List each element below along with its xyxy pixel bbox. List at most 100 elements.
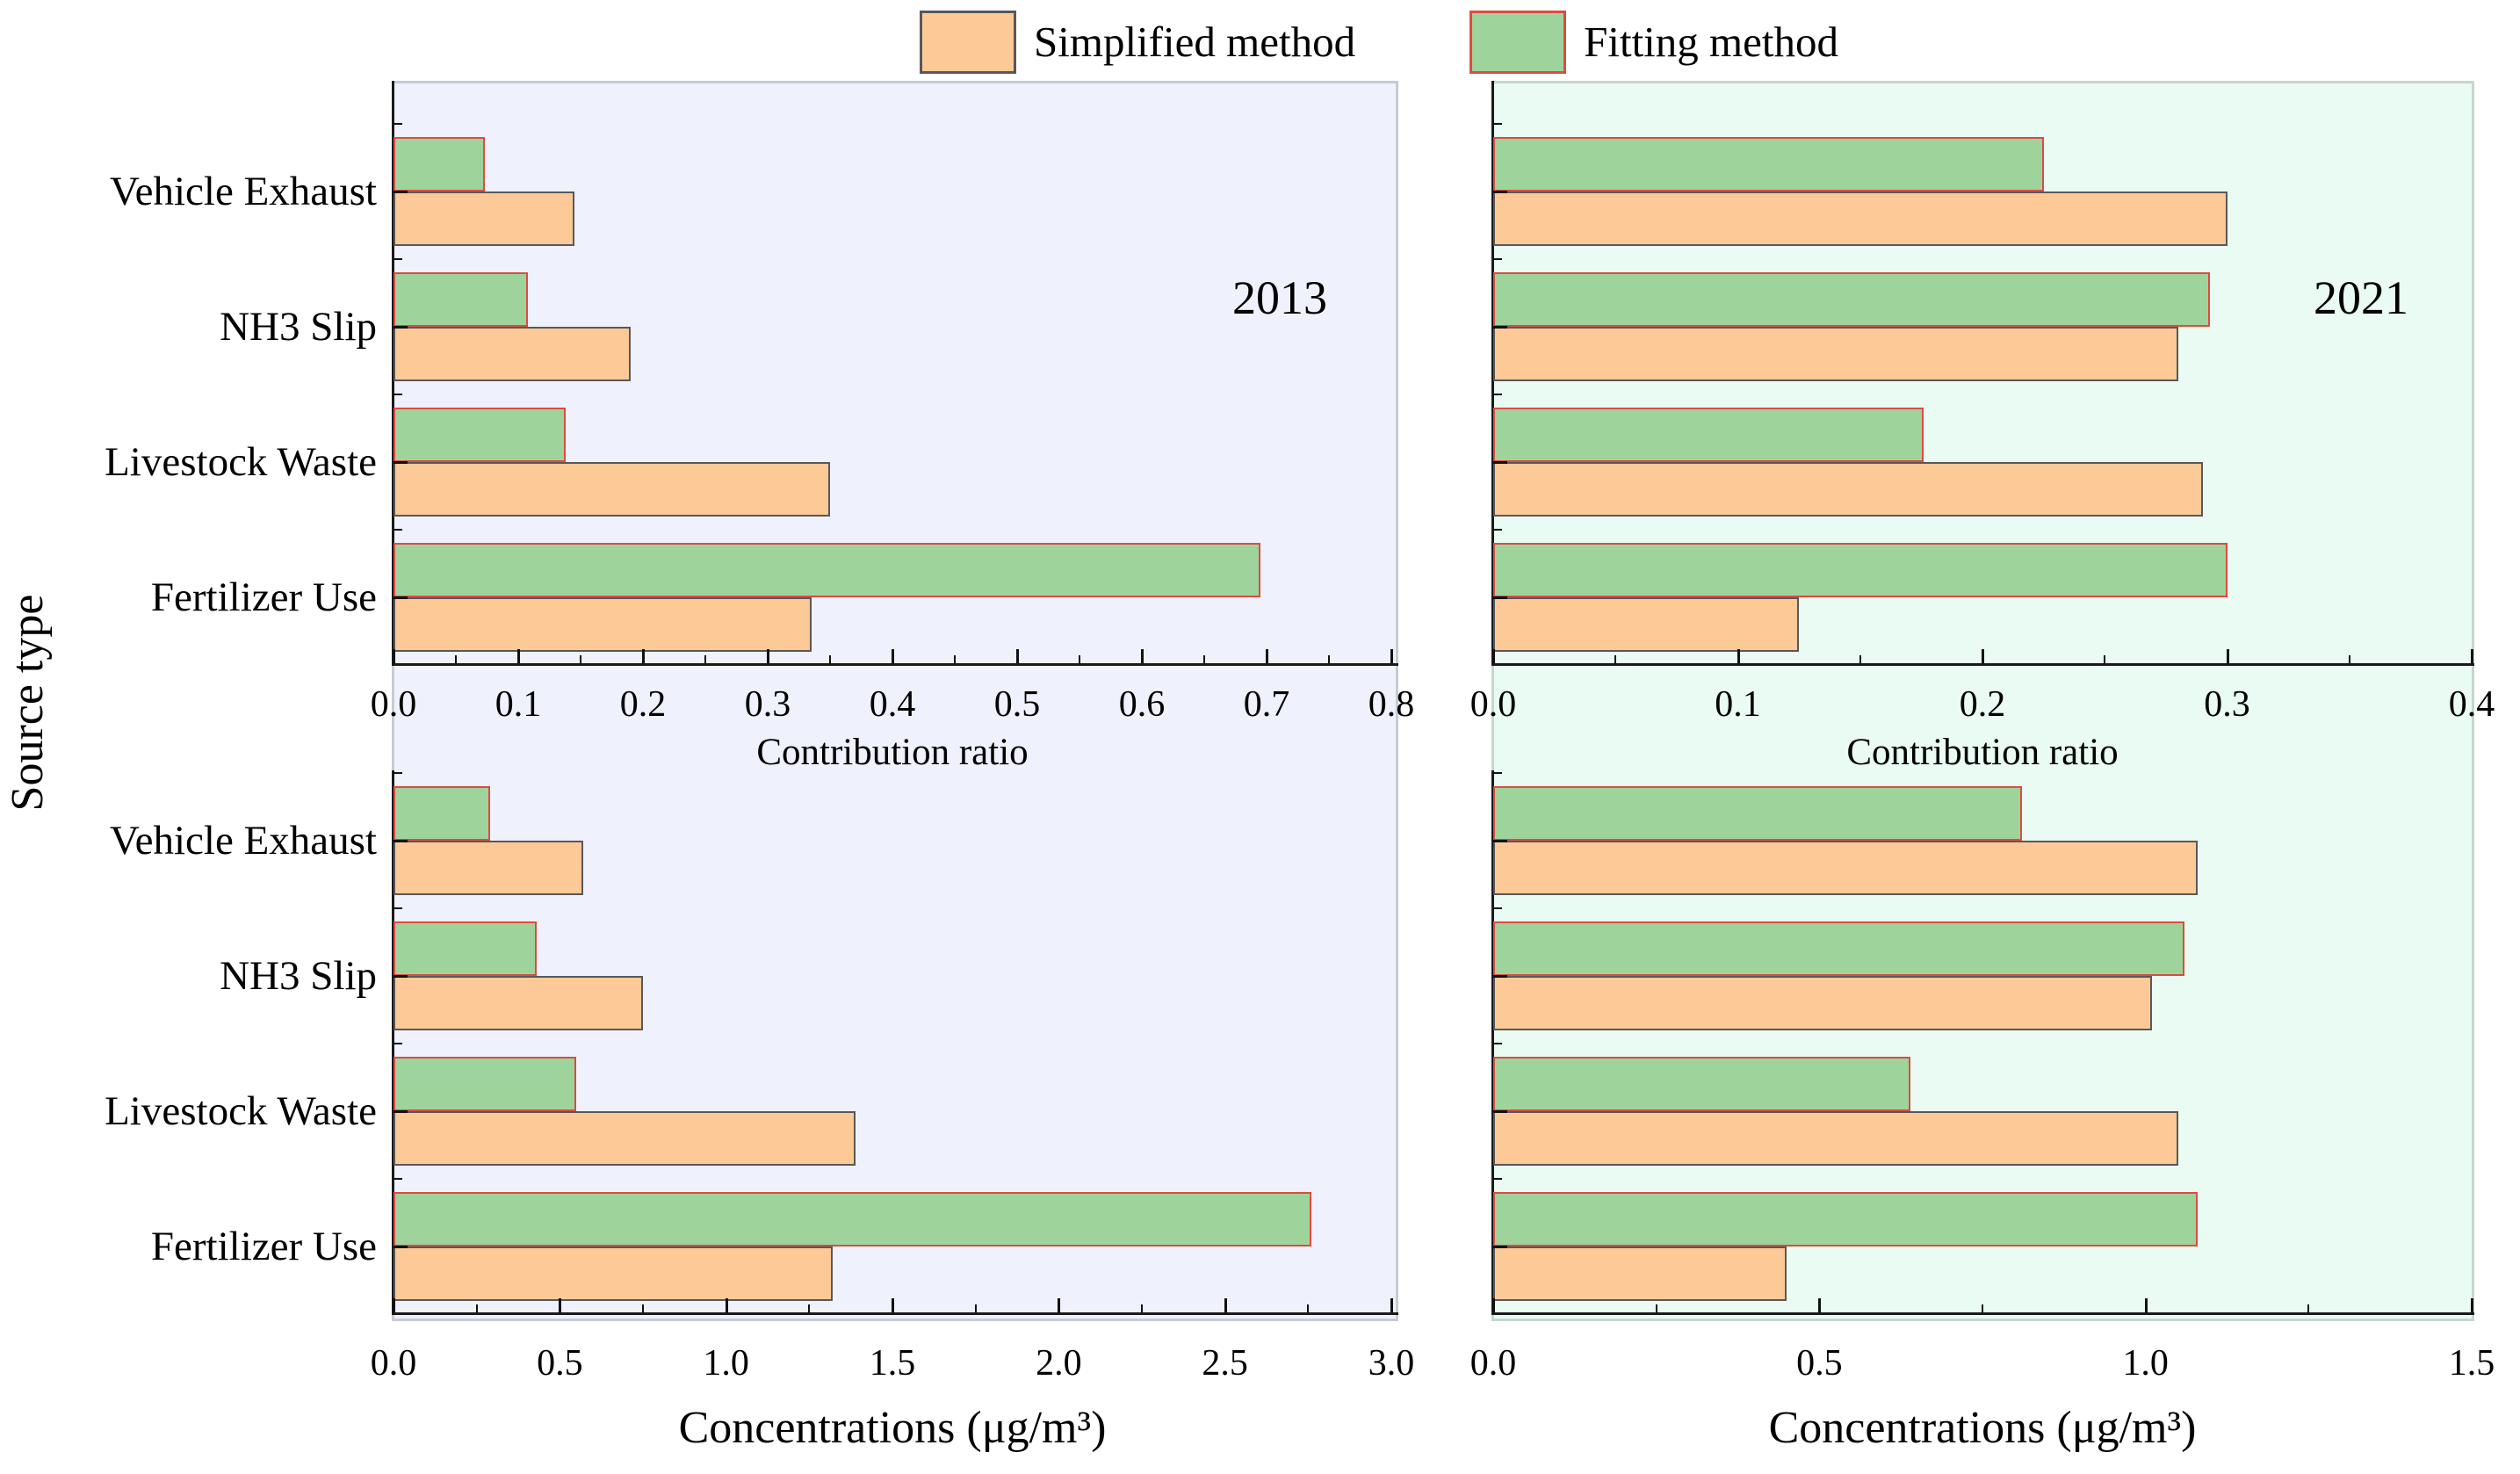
x-axis-line	[392, 663, 1398, 666]
bar-simplified-method-livestock-waste	[394, 1111, 856, 1166]
x-minor-tick	[580, 655, 581, 663]
x-axis-line	[1491, 1312, 2474, 1315]
x-tick-label: 0.1	[495, 684, 542, 725]
x-tick-label: 1.0	[2122, 1343, 2169, 1384]
x-tick-label: 0.3	[744, 684, 791, 725]
x-major-tick	[2471, 649, 2473, 663]
x-minor-tick	[704, 655, 706, 663]
y-minor-tick	[1493, 1043, 1502, 1044]
bar-fitting-method-vehicle-exhaust	[394, 137, 485, 191]
x-tick-label: 0.5	[537, 1343, 583, 1384]
x-major-tick	[1224, 1298, 1227, 1312]
x-major-tick	[2226, 649, 2229, 663]
x-tick-label: 0.4	[869, 684, 916, 725]
year-label-2021: 2021	[2314, 271, 2408, 324]
y-minor-tick	[1493, 394, 1502, 395]
y-minor-tick	[394, 123, 402, 125]
bar-fitting-method-livestock-waste	[1493, 408, 1924, 462]
y-axis-line	[392, 81, 394, 666]
bar-fitting-method-vehicle-exhaust	[1493, 137, 2044, 191]
y-major-tick	[394, 975, 408, 978]
x-minor-tick	[1141, 1304, 1143, 1312]
y-major-tick	[394, 1110, 408, 1113]
y-major-tick	[394, 596, 408, 599]
y-major-tick	[394, 1246, 408, 1248]
x-axis-line	[392, 1312, 1398, 1315]
x-major-tick	[559, 1298, 562, 1312]
x-minor-tick	[2307, 1304, 2310, 1312]
bar-simplified-method-livestock-waste	[1493, 462, 2203, 517]
x-minor-tick	[475, 1304, 478, 1312]
x-minor-tick	[1655, 1304, 1657, 1312]
x-tick-label: 2.0	[1036, 1343, 1082, 1384]
x-major-tick	[2471, 1298, 2473, 1312]
x-major-tick	[1058, 1298, 1061, 1312]
x-tick-label: 0.0	[370, 1343, 417, 1384]
x-minor-tick	[455, 655, 457, 663]
x-tick-label: 0.0	[1469, 684, 1517, 725]
bar-simplified-method-nh3-slip	[394, 327, 631, 381]
bar-fitting-method-nh3-slip	[1493, 921, 2185, 976]
x-major-tick	[1390, 649, 1393, 663]
x-axis-title-ratio-2021: Contribution ratio	[1846, 732, 2119, 773]
y-minor-tick	[394, 772, 402, 774]
fitting-method-swatch-icon	[1469, 11, 1567, 74]
x-minor-tick	[1982, 1304, 1983, 1312]
x-tick-label: 2.5	[1202, 1343, 1248, 1384]
y-axis-line	[1491, 81, 1494, 666]
x-major-tick	[1737, 649, 1740, 663]
x-major-tick	[1016, 649, 1019, 663]
x-major-tick	[1266, 649, 1268, 663]
x-major-tick	[767, 649, 769, 663]
category-label-fertilizer-use: Fertilizer Use	[150, 574, 377, 620]
bar-simplified-method-vehicle-exhaust	[1493, 841, 2199, 895]
bar-simplified-method-fertilizer-use	[394, 1246, 833, 1301]
x-tick-label: 0.7	[1243, 684, 1290, 725]
y-major-tick	[394, 461, 408, 464]
y-major-tick	[1493, 596, 1507, 599]
y-minor-tick	[394, 907, 402, 909]
x-minor-tick	[1307, 1304, 1310, 1312]
y-minor-tick	[394, 1178, 402, 1180]
bar-fitting-method-livestock-waste	[394, 1057, 577, 1111]
x-major-tick	[892, 1298, 894, 1312]
x-major-tick	[1818, 1298, 1822, 1312]
y-major-tick	[394, 191, 408, 193]
x-major-tick	[517, 649, 520, 663]
x-minor-tick	[1614, 655, 1617, 663]
y-major-tick	[1493, 461, 1507, 464]
x-tick-label: 0.1	[1715, 684, 1761, 725]
bar-simplified-method-nh3-slip	[1493, 976, 2153, 1030]
legend: Simplified method Fitting method	[237, 7, 2520, 77]
bar-fitting-method-fertilizer-use	[394, 543, 1260, 597]
y-major-tick	[1493, 326, 1507, 329]
y-major-tick	[394, 840, 408, 842]
x-minor-tick	[808, 1304, 811, 1312]
bar-fitting-method-fertilizer-use	[1493, 1192, 2199, 1246]
x-minor-tick	[829, 655, 831, 663]
category-label-nh3-slip: NH3 Slip	[220, 953, 377, 999]
x-tick-label: 0.2	[619, 684, 667, 725]
category-label-fertilizer-use: Fertilizer Use	[150, 1224, 377, 1269]
x-tick-label: 1.5	[2448, 1343, 2495, 1384]
bar-simplified-method-nh3-slip	[1493, 327, 2178, 381]
x-tick-label: 3.0	[1368, 1343, 1415, 1384]
x-major-tick	[642, 649, 645, 663]
bar-simplified-method-fertilizer-use	[1493, 597, 1800, 652]
x-major-tick	[1492, 649, 1495, 663]
x-tick-label: 0.0	[1469, 1343, 1517, 1384]
x-tick-label: 0.4	[2448, 684, 2495, 725]
bar-fitting-method-nh3-slip	[394, 272, 529, 327]
x-tick-label: 0.2	[1959, 684, 2006, 725]
legend-label-fitting: Fitting method	[1584, 18, 1839, 66]
bar-simplified-method-fertilizer-use	[394, 597, 812, 652]
x-tick-label: 1.5	[869, 1343, 916, 1384]
y-minor-tick	[1493, 529, 1502, 531]
y-minor-tick	[394, 529, 402, 531]
category-label-vehicle-exhaust: Vehicle Exhaust	[109, 169, 377, 214]
y-major-tick	[394, 326, 408, 329]
x-minor-tick	[954, 655, 956, 663]
bar-simplified-method-vehicle-exhaust	[394, 191, 574, 246]
x-major-tick	[393, 649, 395, 663]
x-minor-tick	[1328, 655, 1330, 663]
